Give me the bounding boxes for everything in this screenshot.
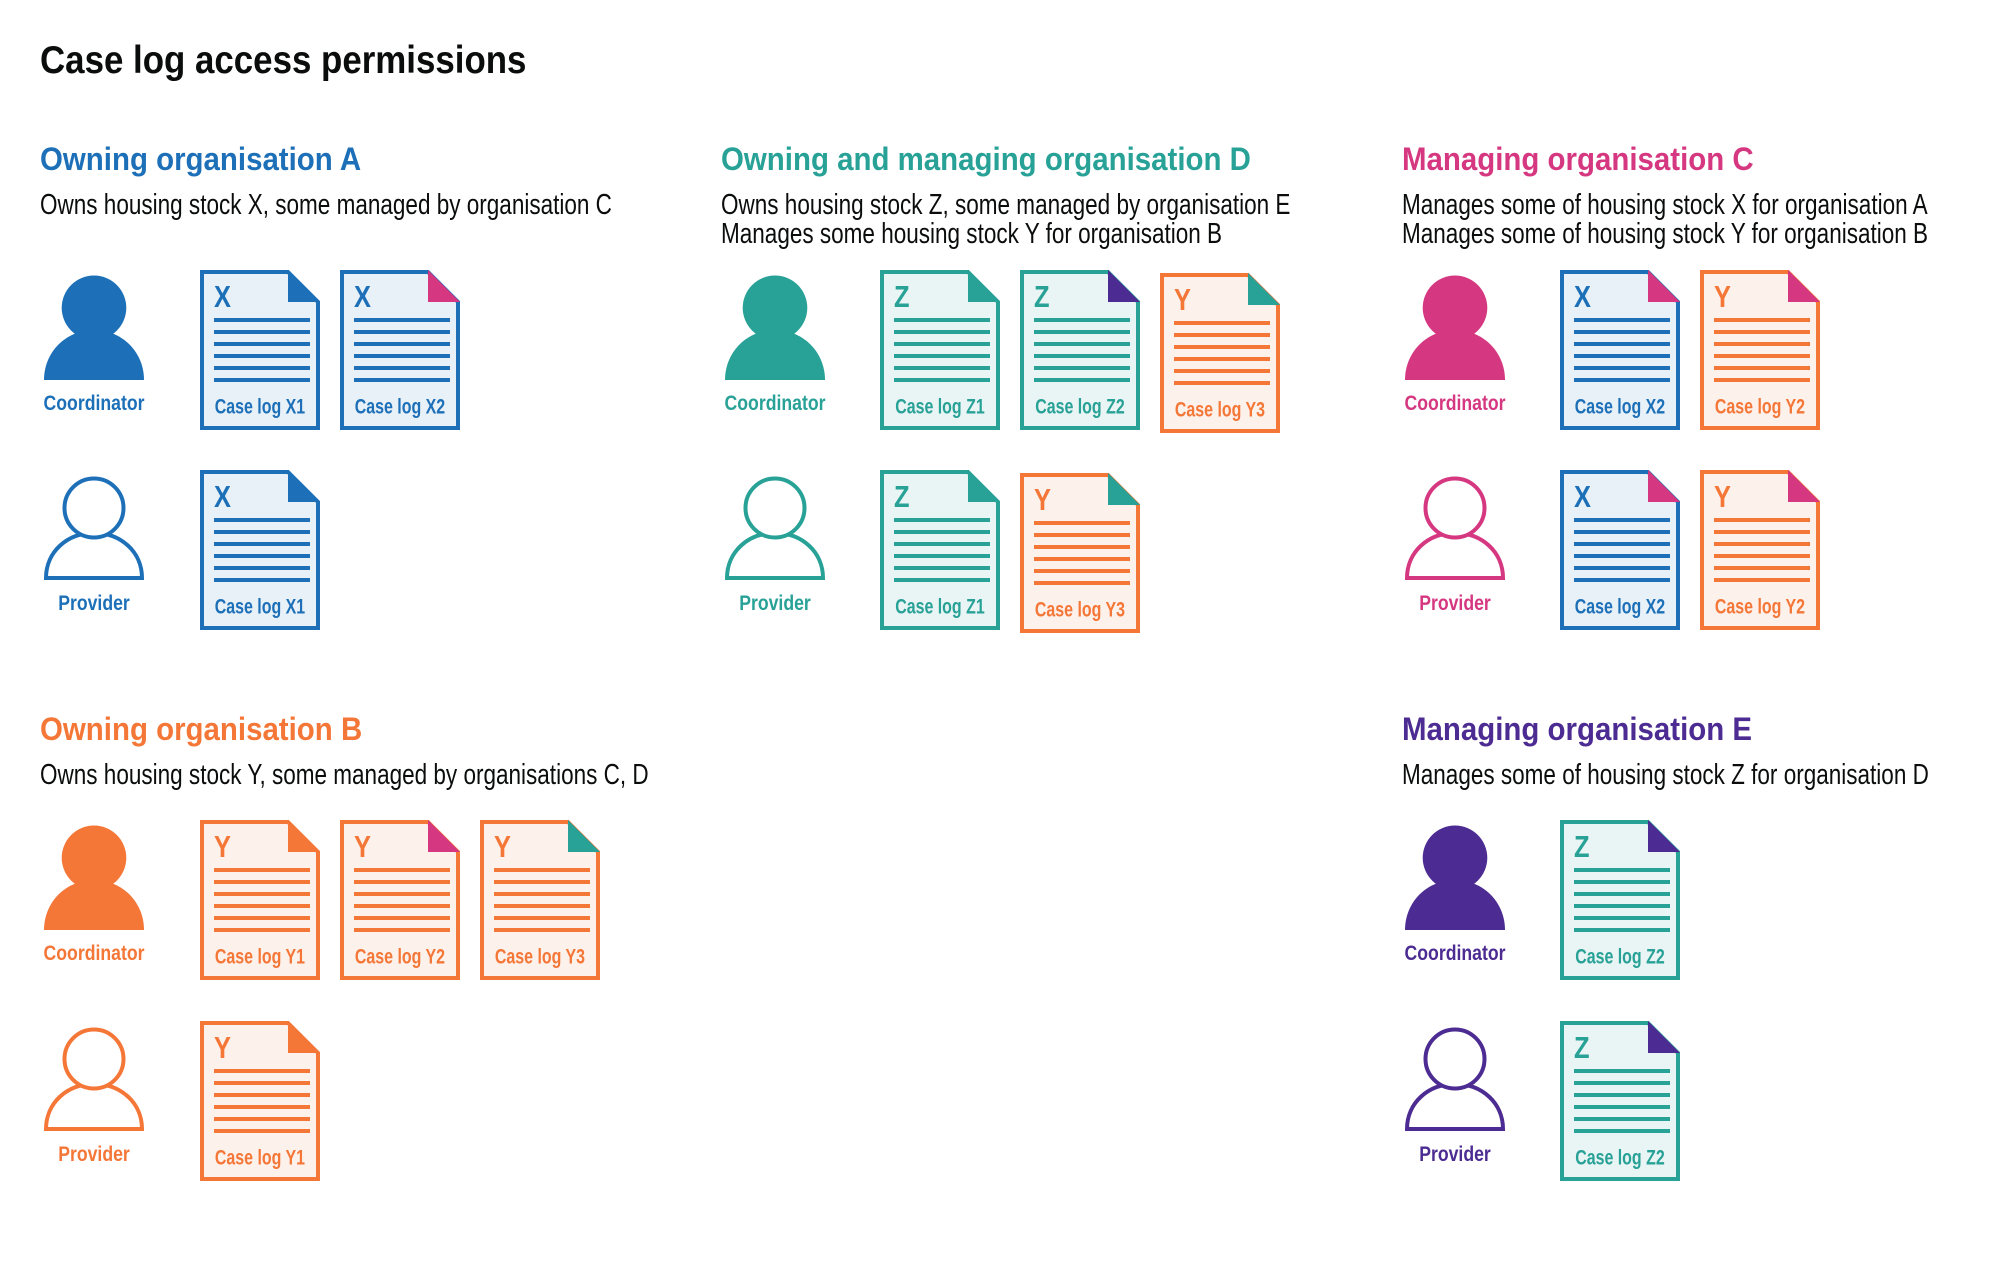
svg-text:Case log Y2: Case log Y2 [1715,594,1805,618]
svg-text:Y: Y [1174,283,1191,318]
svg-text:Case log Y3: Case log Y3 [1175,397,1265,421]
svg-text:Case log Y2: Case log Y2 [355,944,445,968]
svg-text:Case log X1: Case log X1 [215,594,305,618]
svg-text:Case log X1: Case log X1 [215,394,305,418]
svg-text:Case log Z1: Case log Z1 [895,594,985,618]
svg-text:Case log Z2: Case log Z2 [1035,394,1125,418]
svg-text:Case log Y1: Case log Y1 [215,1145,305,1169]
svg-text:Case log Z2: Case log Z2 [1575,944,1665,968]
svg-text:Case log Z2: Case log Z2 [1575,1145,1665,1169]
svg-text:X: X [214,480,231,515]
svg-text:Y: Y [1714,480,1731,515]
svg-text:Y: Y [214,1031,231,1066]
svg-text:Z: Z [1034,280,1050,315]
svg-text:Case log Y1: Case log Y1 [215,944,305,968]
svg-text:Case log X2: Case log X2 [355,394,445,418]
svg-text:Z: Z [1574,830,1590,865]
svg-text:Case log Y3: Case log Y3 [1035,597,1125,621]
svg-text:Y: Y [1714,280,1731,315]
svg-text:X: X [1574,280,1591,315]
svg-text:Y: Y [354,830,371,865]
svg-text:Y: Y [1034,483,1051,518]
svg-text:Y: Y [494,830,511,865]
svg-text:Z: Z [1574,1031,1590,1066]
svg-text:Case log X2: Case log X2 [1575,594,1665,618]
svg-text:X: X [1574,480,1591,515]
svg-text:Case log X2: Case log X2 [1575,394,1665,418]
svg-text:Case log Y2: Case log Y2 [1715,394,1805,418]
svg-text:Case log Z1: Case log Z1 [895,394,985,418]
svg-text:Z: Z [894,480,910,515]
svg-text:Case log Y3: Case log Y3 [495,944,585,968]
svg-text:Y: Y [214,830,231,865]
svg-text:X: X [214,280,231,315]
svg-text:Z: Z [894,280,910,315]
svg-text:X: X [354,280,371,315]
